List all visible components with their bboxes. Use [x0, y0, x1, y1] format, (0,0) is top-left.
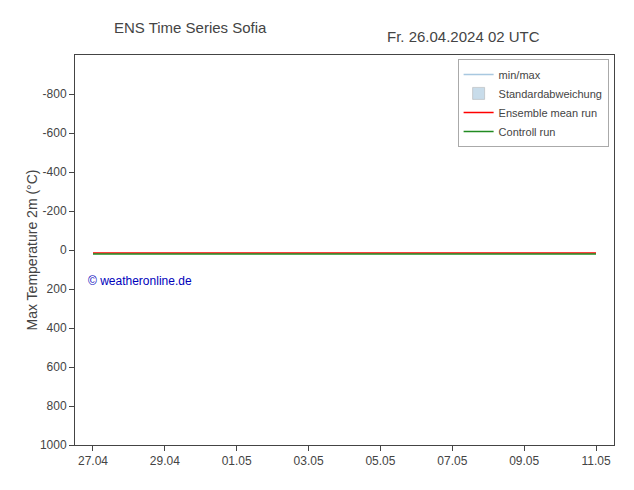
svg-text:Max Temperature 2m (°C): Max Temperature 2m (°C): [24, 170, 40, 331]
svg-text:27.04: 27.04: [78, 454, 108, 468]
svg-text:-800: -800: [43, 87, 67, 101]
svg-text:600: 600: [47, 360, 67, 374]
svg-text:11.05: 11.05: [581, 454, 610, 468]
svg-text:Fr. 26.04.2024 02 UTC: Fr. 26.04.2024 02 UTC: [387, 28, 540, 45]
svg-text:200: 200: [47, 282, 67, 296]
svg-text:01.05: 01.05: [222, 454, 252, 468]
svg-text:© weatheronline.de: © weatheronline.de: [88, 274, 192, 288]
svg-text:09.05: 09.05: [509, 454, 539, 468]
svg-text:1000: 1000: [40, 438, 67, 452]
svg-text:-400: -400: [43, 165, 67, 179]
svg-text:05.05: 05.05: [365, 454, 395, 468]
svg-text:800: 800: [47, 399, 67, 413]
svg-text:Standardabweichung: Standardabweichung: [499, 88, 602, 100]
svg-text:400: 400: [47, 321, 67, 335]
svg-text:min/max: min/max: [499, 69, 541, 81]
svg-text:-600: -600: [43, 126, 67, 140]
svg-text:ENS Time Series Sofia: ENS Time Series Sofia: [114, 19, 267, 36]
svg-text:0: 0: [60, 243, 67, 257]
svg-text:Controll run: Controll run: [499, 126, 556, 138]
svg-text:29.04: 29.04: [150, 454, 180, 468]
svg-text:Ensemble mean run: Ensemble mean run: [499, 107, 597, 119]
svg-text:07.05: 07.05: [437, 454, 467, 468]
svg-text:-200: -200: [43, 204, 67, 218]
svg-text:03.05: 03.05: [294, 454, 324, 468]
